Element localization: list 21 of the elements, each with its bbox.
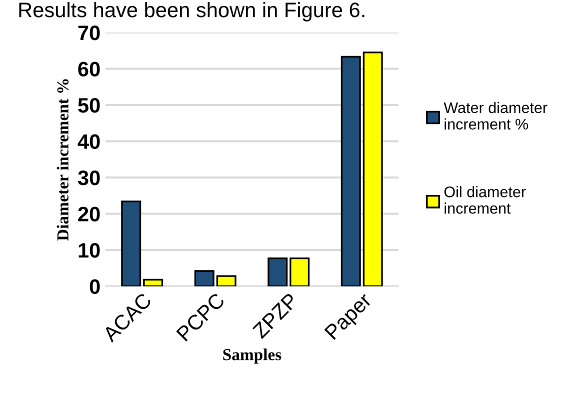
- bar: [121, 200, 142, 286]
- bar: [194, 270, 214, 286]
- y-tick-label: 70: [78, 25, 100, 40]
- y-tick-label: 20: [78, 206, 100, 222]
- bar: [290, 257, 310, 286]
- y-tick-label: 10: [78, 242, 100, 258]
- y-tick-label: 30: [78, 170, 100, 186]
- y-tick-label: 40: [78, 134, 100, 149]
- bar: [216, 275, 236, 286]
- bar: [340, 56, 361, 286]
- legend-label: Water diameter increment %: [444, 102, 548, 130]
- y-axis-title: Diameter increment %: [56, 79, 69, 241]
- bar: [362, 52, 383, 286]
- y-tick-label: 50: [78, 98, 100, 113]
- y-tick-label: 0: [90, 279, 100, 294]
- bar: [268, 257, 288, 286]
- y-tick-label: 60: [78, 62, 100, 76]
- legend-label: Oil diameter increment: [444, 186, 526, 214]
- text: Results have been shown in Figure 6.: [19, 2, 364, 22]
- x-axis-title: Samples: [223, 348, 282, 364]
- bar: [143, 278, 164, 286]
